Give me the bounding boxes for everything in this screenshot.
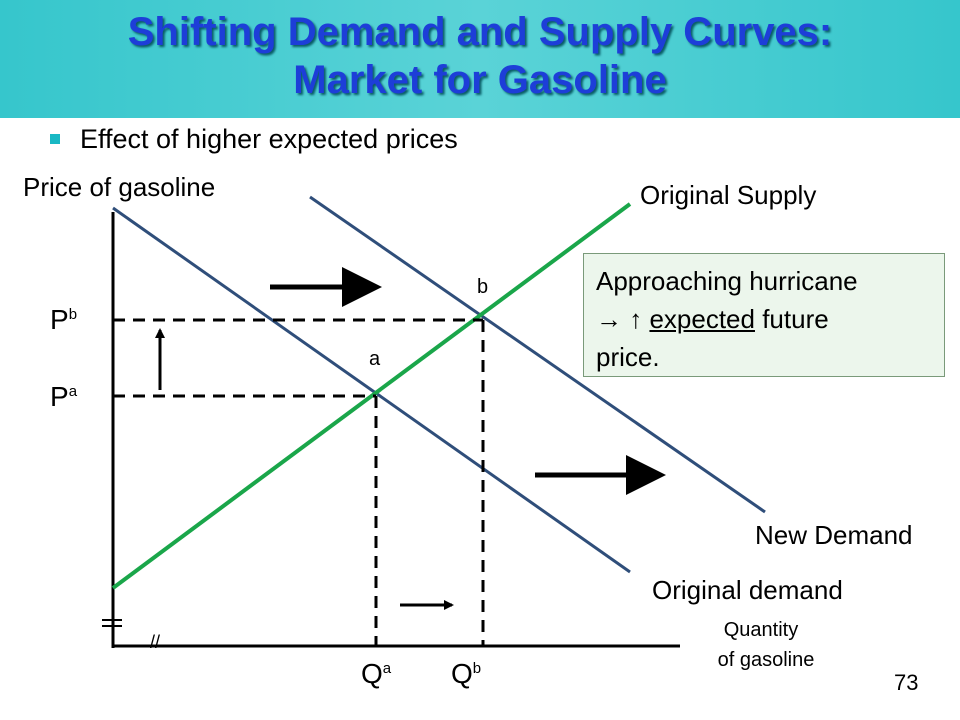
price-b-base: P	[50, 304, 69, 335]
point-b-label: b	[477, 276, 489, 298]
original-supply-label: Original Supply	[640, 180, 817, 210]
hurricane-callout: Approaching hurricane → ↑ expected futur…	[583, 253, 945, 377]
price-a-label: Pa	[50, 381, 77, 413]
original-supply-curve	[111, 202, 632, 590]
callout-line-1: Approaching hurricane	[596, 266, 858, 296]
callout-line-2: → ↑ expected future	[596, 300, 932, 338]
qty-b-sub: b	[472, 660, 482, 677]
square-bullet-icon	[50, 134, 60, 144]
x-axis-label-line-2: of gasoline	[717, 649, 815, 671]
title-line-1: Shifting Demand and Supply Curves:	[127, 10, 833, 54]
qty-a-sub: a	[382, 660, 392, 677]
x-axis-label: Quantity of gasoline	[706, 615, 816, 675]
callout-underlined-word: expected	[649, 304, 755, 334]
original-demand-curve	[112, 206, 631, 574]
bullet-text: Effect of higher expected prices	[80, 124, 458, 154]
point-a-label: a	[369, 348, 381, 370]
price-a-sub: a	[68, 383, 78, 400]
callout-line-2-suffix: future	[754, 304, 829, 334]
price-b-label: Pb	[50, 304, 77, 336]
slide-title: Shifting Demand and Supply Curves: Marke…	[0, 8, 960, 104]
bullet-point: Effect of higher expected prices	[50, 124, 458, 155]
new-demand-curve	[309, 195, 766, 514]
qty-b-base: Q	[451, 658, 473, 689]
x-axis-label-line-1: Quantity	[723, 619, 799, 641]
price-a-base: P	[50, 381, 69, 412]
qty-a-base: Q	[361, 658, 383, 689]
qty-a-label: Qa	[361, 658, 391, 690]
qty-b-label: Qb	[451, 658, 481, 690]
y-axis-label: Price of gasoline	[23, 172, 216, 202]
title-line-2: Market for Gasoline	[293, 58, 667, 102]
new-demand-label: New Demand	[755, 520, 913, 550]
callout-line-3: price.	[596, 342, 660, 372]
x-axis-break-mark: //	[150, 632, 161, 652]
page-number: 73	[894, 670, 919, 695]
title-bar	[0, 0, 960, 118]
price-b-sub: b	[68, 306, 78, 323]
callout-arrows: → ↑	[596, 304, 650, 334]
original-demand-label: Original demand	[652, 575, 843, 605]
